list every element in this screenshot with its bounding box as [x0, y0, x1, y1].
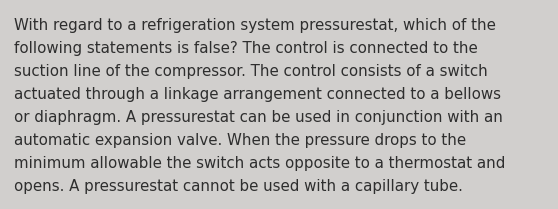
Text: opens. A pressurestat cannot be used with a capillary tube.: opens. A pressurestat cannot be used wit…	[14, 179, 463, 194]
Text: suction line of the compressor. The control consists of a switch: suction line of the compressor. The cont…	[14, 64, 488, 79]
Text: actuated through a linkage arrangement connected to a bellows: actuated through a linkage arrangement c…	[14, 87, 501, 102]
Text: With regard to a refrigeration system pressurestat, which of the: With regard to a refrigeration system pr…	[14, 18, 496, 33]
Text: automatic expansion valve. When the pressure drops to the: automatic expansion valve. When the pres…	[14, 133, 466, 148]
Text: or diaphragm. A pressurestat can be used in conjunction with an: or diaphragm. A pressurestat can be used…	[14, 110, 503, 125]
Text: following statements is false? The control is connected to the: following statements is false? The contr…	[14, 41, 478, 56]
Text: minimum allowable the switch acts opposite to a thermostat and: minimum allowable the switch acts opposi…	[14, 156, 506, 171]
